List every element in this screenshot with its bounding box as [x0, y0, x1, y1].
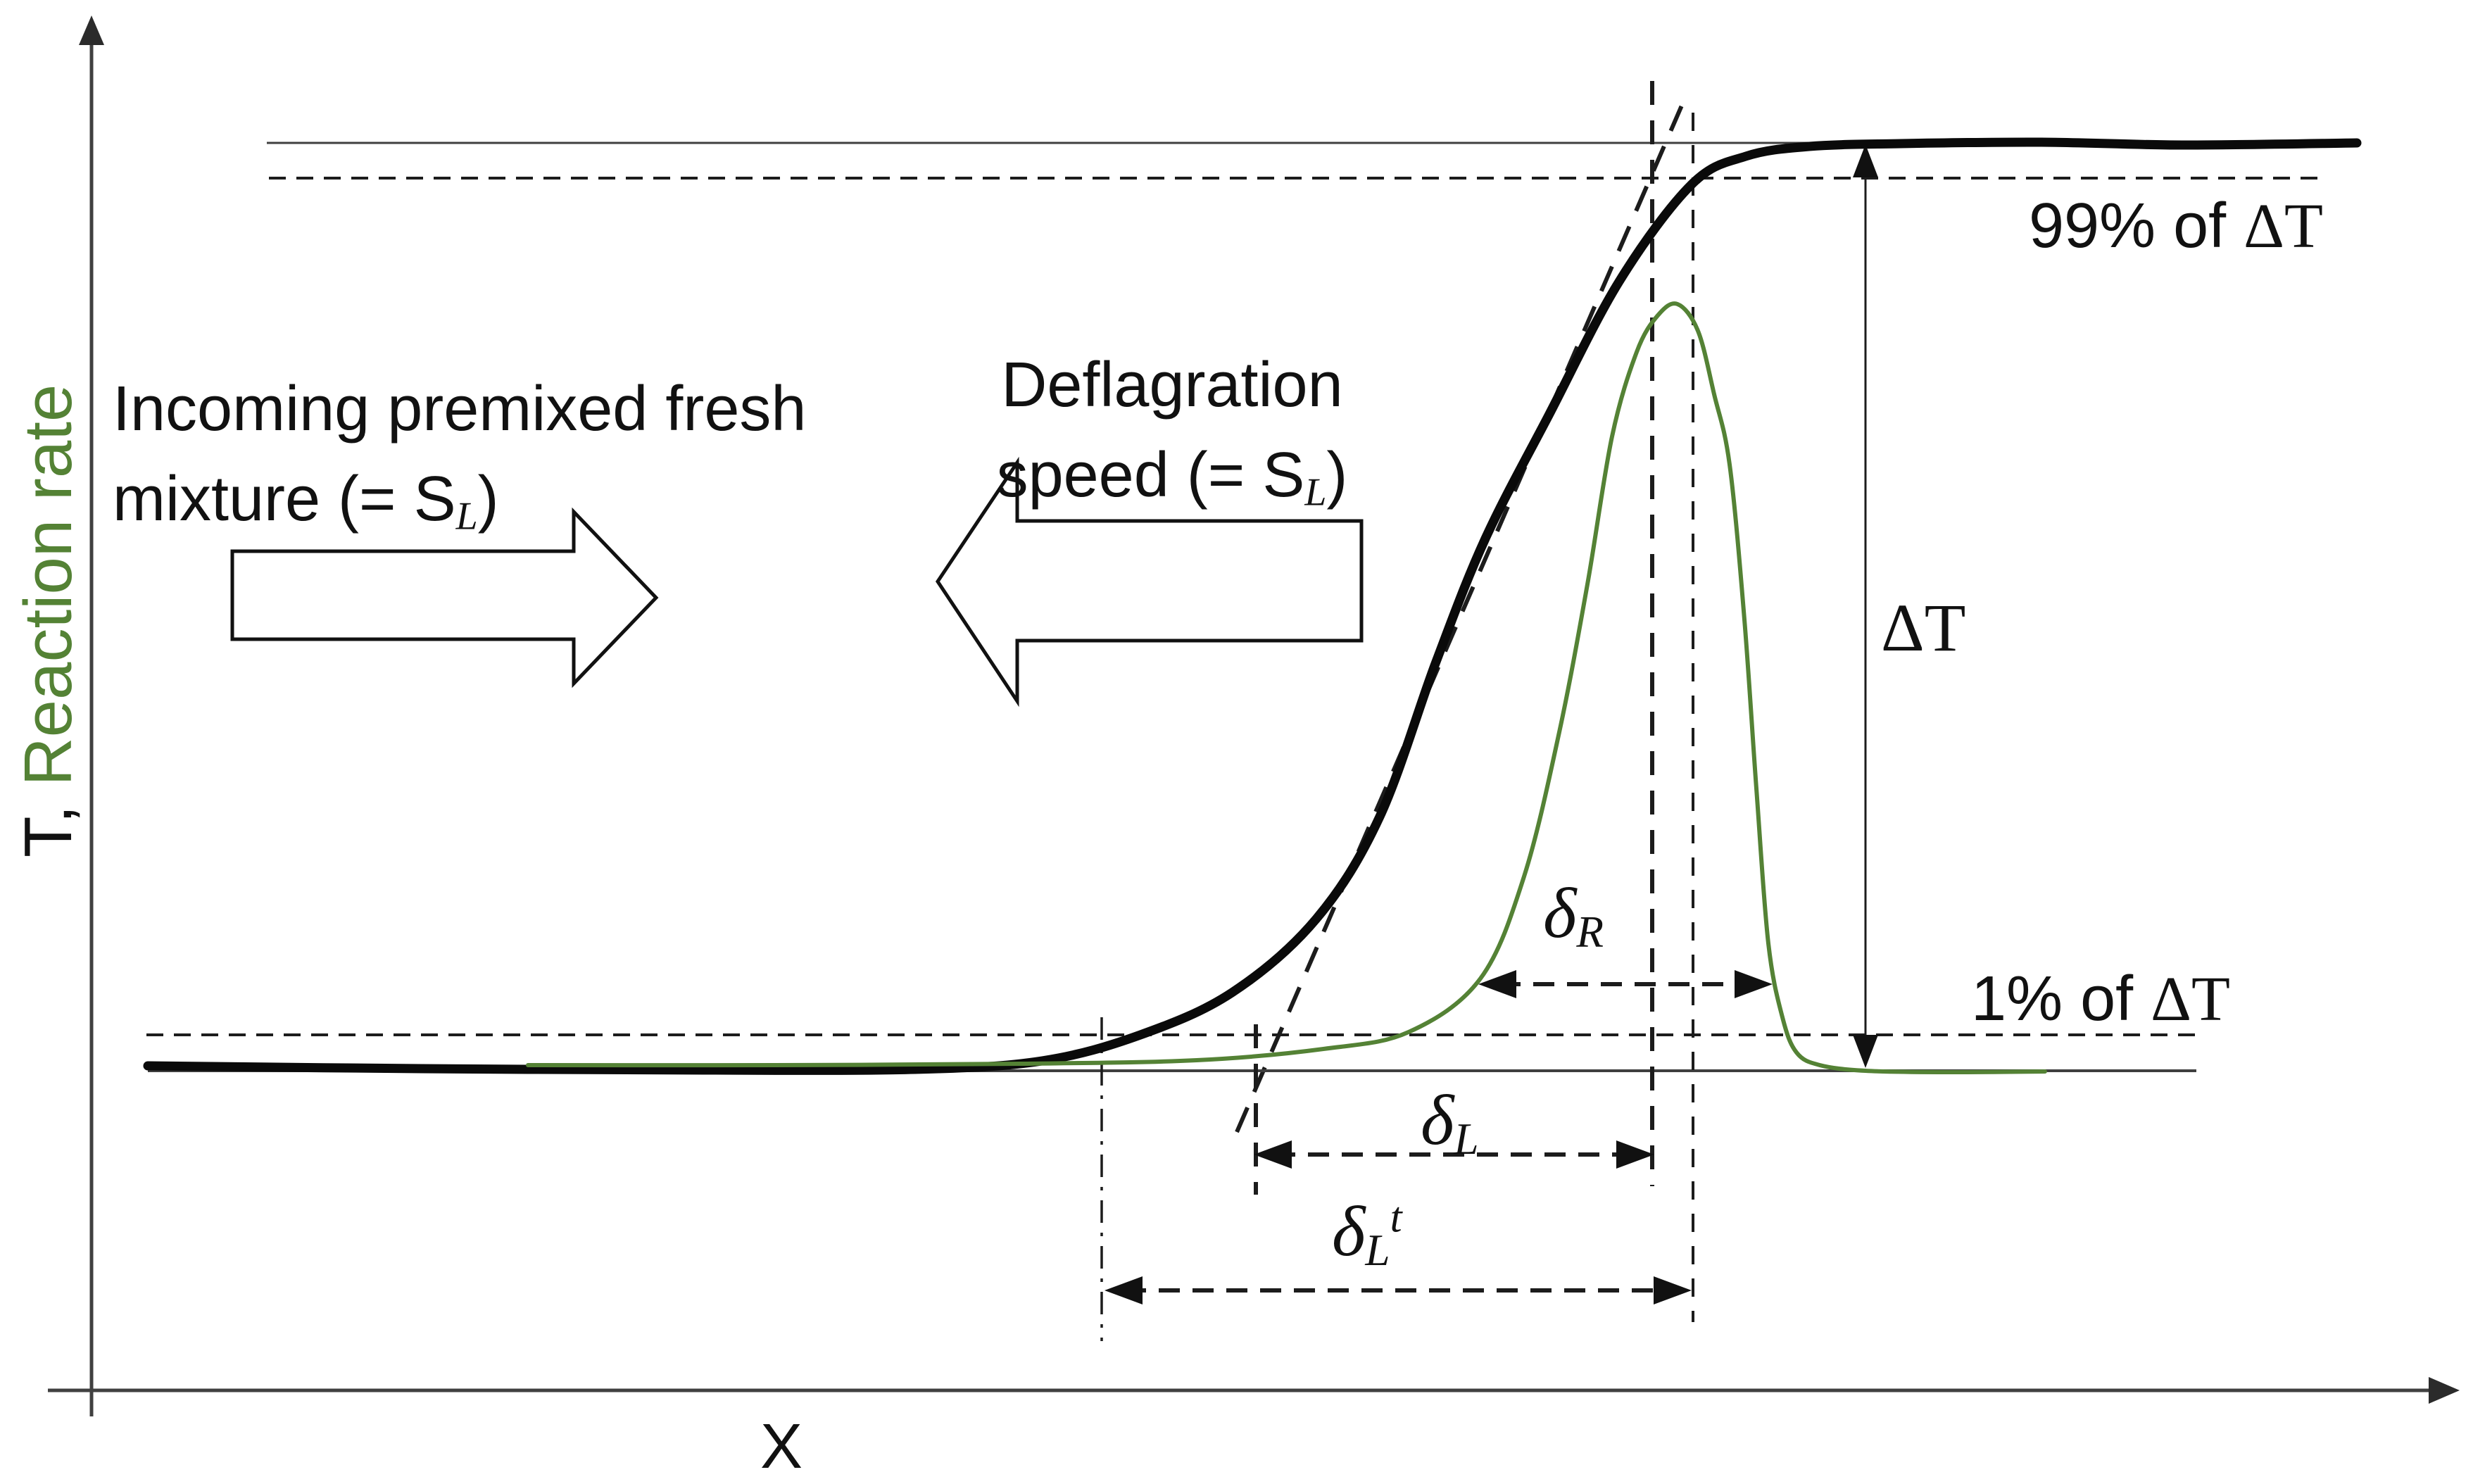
temperature-curve	[143, 137, 2362, 1075]
delta-t-arrowhead-up-icon	[1853, 144, 1878, 177]
delta-lt-arrowhead-left-icon	[1105, 1276, 1143, 1304]
delta-l-arrowhead-right-icon	[1616, 1140, 1654, 1169]
y-axis-label-temperature: T,	[11, 805, 86, 857]
deflagration-speed-text: Deflagration speed (= SL)	[915, 341, 1429, 521]
label-99pct-of-deltaT: 99% of ΔT	[2028, 191, 2323, 261]
delta-l-arrowhead-left-icon	[1254, 1140, 1292, 1169]
y-axis-label-reaction-rate: Reaction rate	[11, 384, 86, 805]
label-delta-L: δL	[1421, 1081, 1479, 1164]
x-axis-arrowhead-icon	[2429, 1377, 2460, 1404]
incoming-mixture-line2: mixture (= SL)	[113, 463, 499, 539]
y-axis-label: T, Reaction rate	[10, 384, 87, 857]
label-delta-L-t: δLt	[1332, 1192, 1402, 1275]
delta-r-arrowhead-left-icon	[1478, 970, 1516, 998]
label-delta-R: δR	[1543, 874, 1604, 957]
reaction-rate-curve	[526, 301, 2047, 1075]
x-axis-label: X	[760, 1411, 803, 1482]
y-axis-arrowhead-icon	[79, 15, 104, 45]
delta-lt-arrowhead-right-icon	[1654, 1276, 1692, 1304]
deflagration-flow-block-arrow	[935, 456, 1364, 708]
delta-t-arrowhead-down-icon	[1853, 1035, 1878, 1068]
incoming-mixture-text: Incoming premixed fresh mixture (= SL)	[113, 365, 806, 545]
delta-r-arrowhead-right-icon	[1735, 970, 1773, 998]
tangent-line	[1235, 99, 1686, 1133]
label-delta-T: ΔT	[1881, 590, 1966, 665]
label-1pct-of-deltaT: 1% of ΔT	[1971, 964, 2231, 1034]
incoming-flow-block-arrow	[230, 507, 659, 688]
deflagration-line1: Deflagration	[1001, 350, 1343, 420]
incoming-mixture-line1: Incoming premixed fresh	[113, 374, 807, 444]
deflagration-line2: speed (= SL)	[996, 439, 1348, 515]
